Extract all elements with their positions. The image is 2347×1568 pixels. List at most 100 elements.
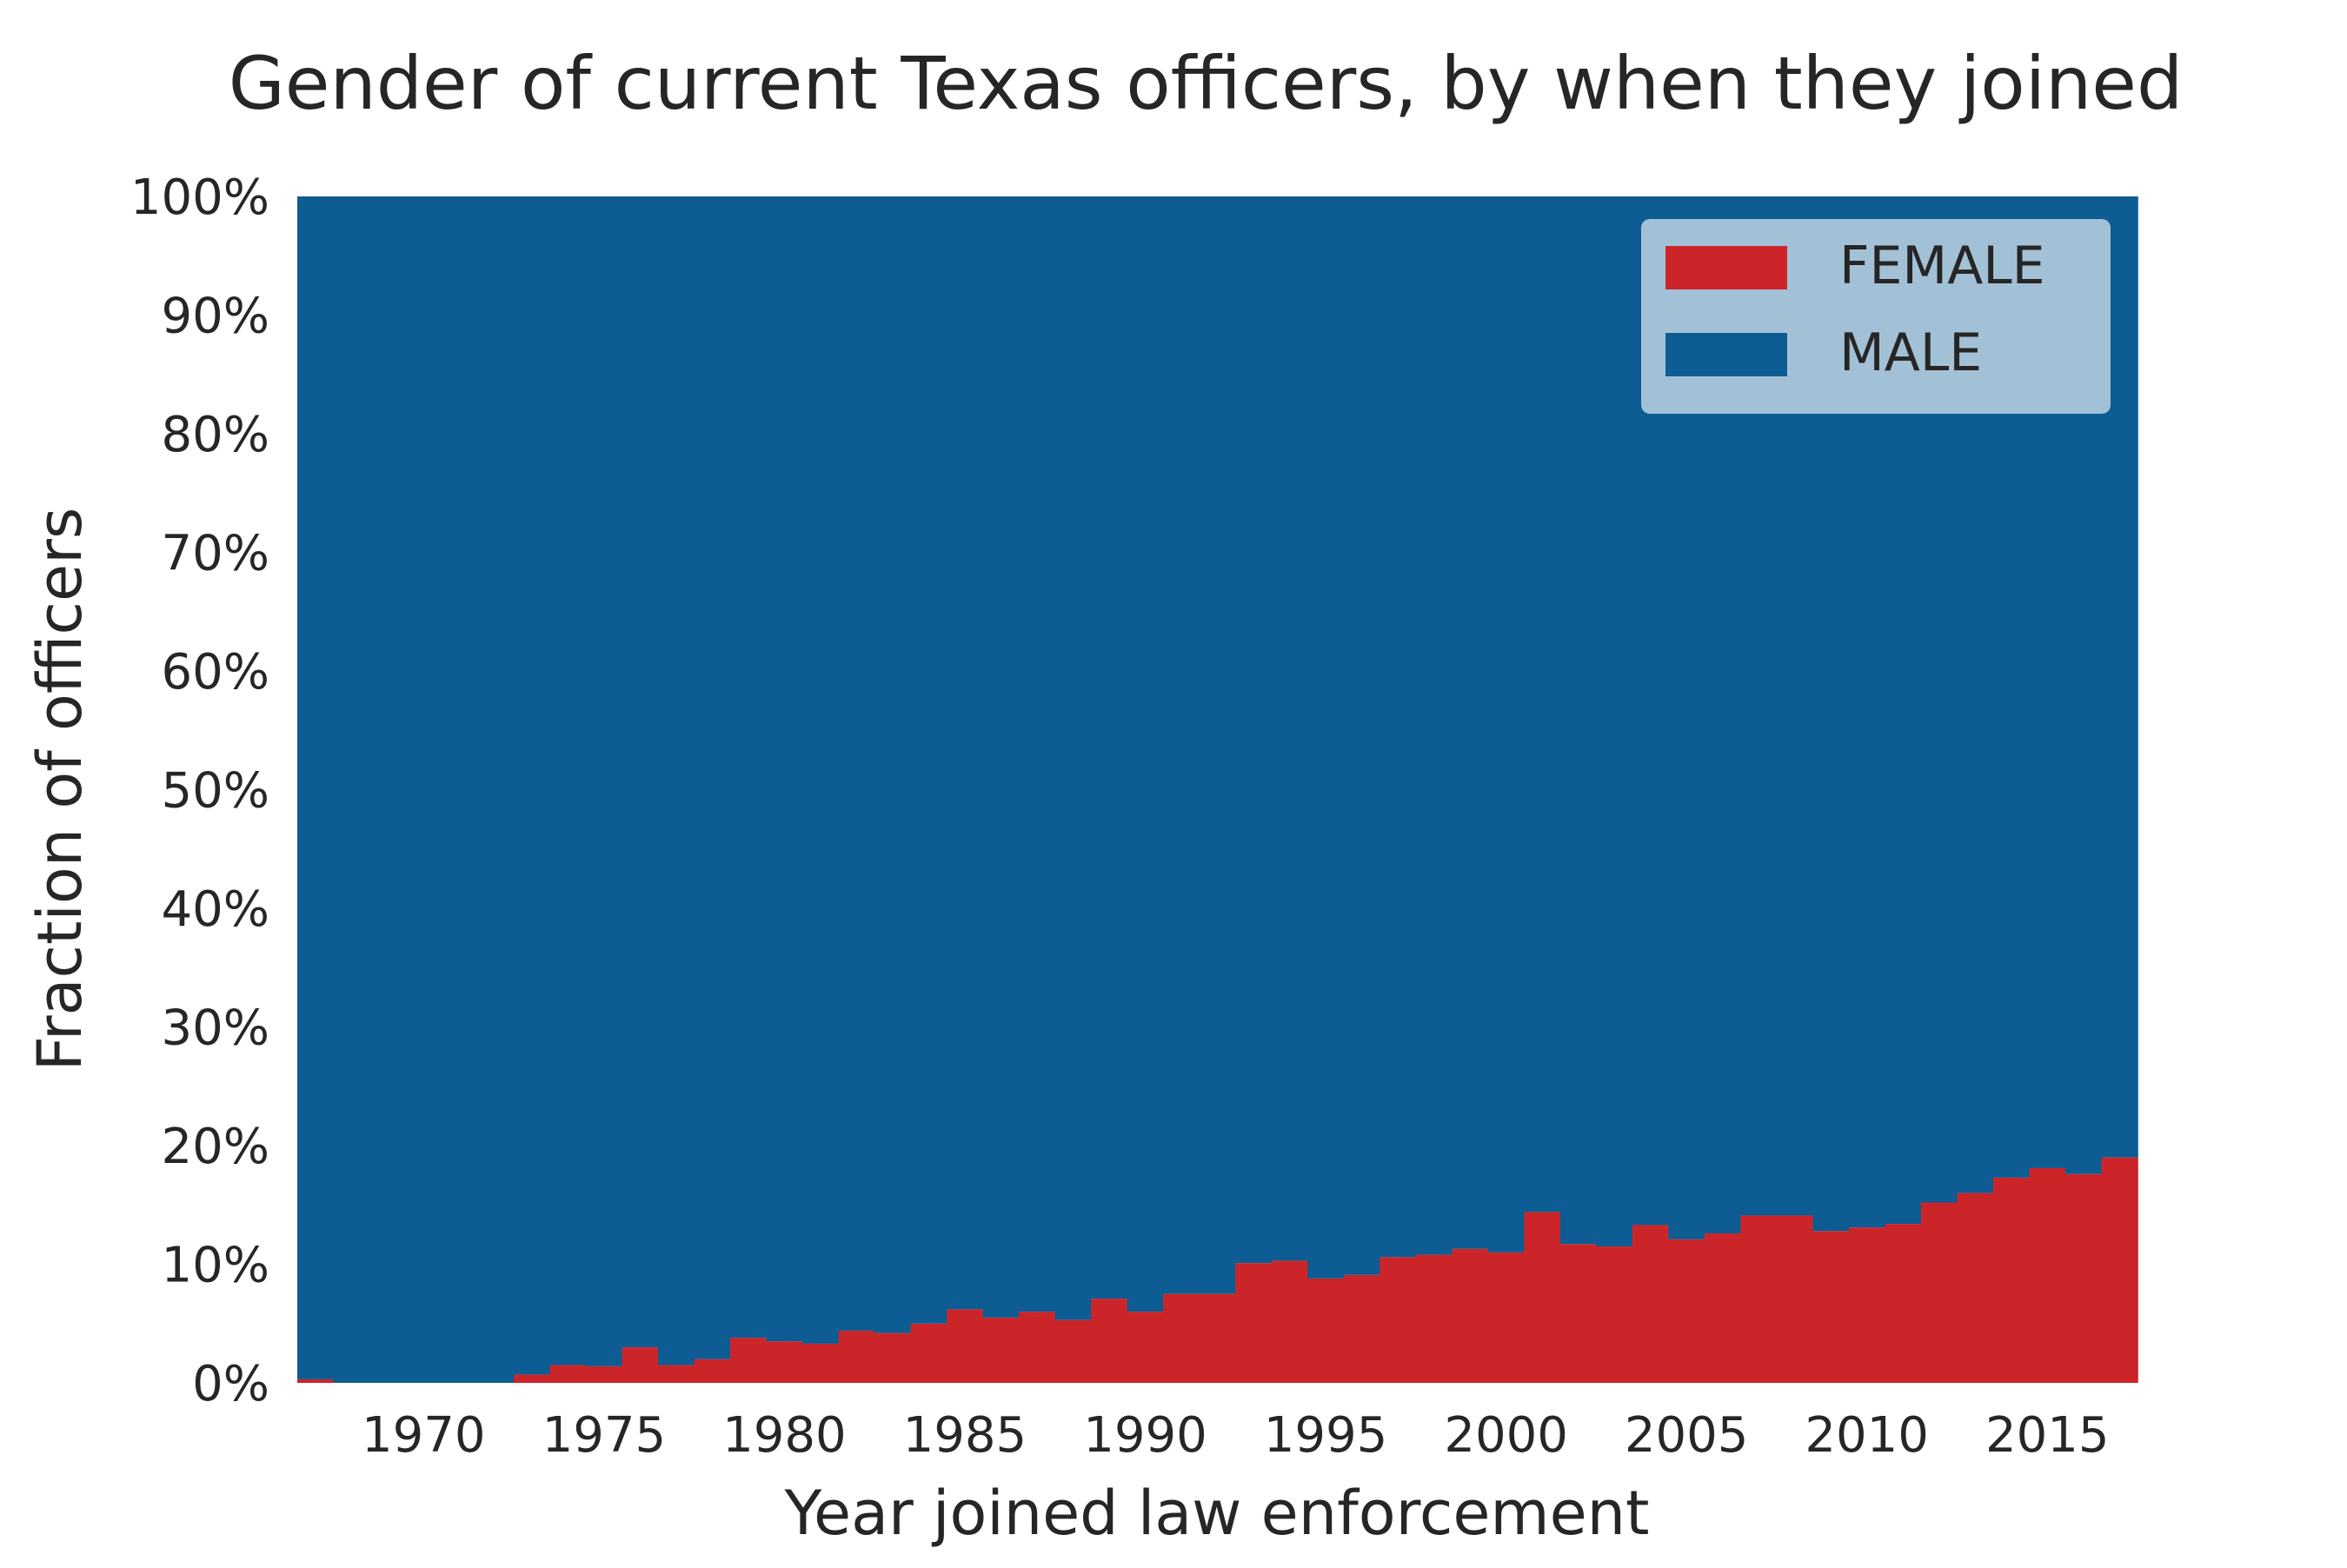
bar-male-1969	[369, 196, 407, 1383]
x-tick-label: 1985	[903, 1407, 1027, 1464]
bar-female-1967	[297, 1379, 335, 1383]
bar-female-1974	[549, 1365, 587, 1383]
bar-female-1981	[802, 1343, 840, 1383]
legend-swatch-female	[1666, 246, 1787, 289]
legend-label-female: FEMALE	[1839, 236, 2045, 296]
bar-male-1996	[1343, 196, 1381, 1275]
bar-female-2004	[1632, 1225, 1670, 1383]
y-tick-label: 80%	[162, 407, 269, 463]
bar-male-1967	[297, 196, 335, 1379]
bar-male-1992	[1199, 196, 1237, 1294]
legend-label-male: MALE	[1839, 322, 1982, 383]
y-tick-label: 90%	[162, 289, 269, 345]
bar-female-2002	[1559, 1244, 1598, 1383]
x-tick-label: 1995	[1264, 1407, 1388, 1464]
bar-female-1988	[1054, 1319, 1093, 1383]
bar-female-1984	[910, 1323, 947, 1383]
bar-female-1998	[1415, 1254, 1453, 1383]
bar-male-1987	[1019, 196, 1056, 1312]
bar-male-1982	[838, 196, 875, 1331]
bar-female-1989	[1091, 1299, 1128, 1383]
bar-male-1973	[514, 196, 551, 1375]
bar-female-2017	[2101, 1157, 2138, 1383]
bar-male-1998	[1415, 196, 1453, 1255]
y-tick-label: 20%	[162, 1119, 269, 1175]
bar-female-2007	[1740, 1215, 1778, 1383]
bar-female-2010	[1848, 1227, 1886, 1383]
bar-male-1981	[802, 196, 840, 1344]
bar-female-1999	[1452, 1248, 1489, 1383]
bar-female-2006	[1704, 1233, 1742, 1383]
y-tick-label: 50%	[162, 763, 269, 820]
x-tick-label: 1975	[542, 1407, 667, 1464]
bar-male-1993	[1235, 196, 1273, 1264]
bar-male-1979	[730, 196, 768, 1339]
bar-female-1992	[1199, 1293, 1237, 1383]
bar-female-1995	[1307, 1278, 1345, 1383]
x-tick-label: 1980	[722, 1407, 847, 1464]
bar-male-1975	[586, 196, 623, 1366]
x-axis-label: Year joined law enforcement	[784, 1478, 1650, 1549]
y-tick-label: 30%	[162, 1000, 269, 1057]
bar-male-1985	[947, 196, 984, 1310]
bar-female-1991	[1163, 1293, 1200, 1383]
bar-female-1994	[1271, 1260, 1309, 1383]
bar-female-1978	[694, 1359, 731, 1383]
bar-female-1982	[838, 1330, 875, 1383]
y-tick-label: 10%	[162, 1238, 269, 1294]
bar-female-2016	[2064, 1173, 2103, 1383]
chart-title: Gender of current Texas officers, by whe…	[229, 41, 2184, 126]
bar-male-1986	[982, 196, 1020, 1318]
bar-male-2000	[1487, 196, 1526, 1252]
bar-female-2013	[1957, 1193, 1994, 1383]
bar-female-1983	[874, 1332, 912, 1383]
x-tick-label: 1970	[362, 1407, 486, 1464]
bar-male-1968	[333, 196, 370, 1383]
y-tick-label: 0%	[192, 1356, 269, 1412]
bar-female-2015	[2029, 1167, 2066, 1383]
y-axis-label: Fraction of officers	[24, 508, 96, 1072]
x-tick-label: 2015	[1985, 1407, 2110, 1464]
y-tick-label: 100%	[130, 169, 269, 226]
bar-male-1972	[477, 196, 515, 1383]
bar-female-2001	[1524, 1212, 1561, 1383]
bar-male-2001	[1524, 196, 1561, 1213]
bar-male-1974	[549, 196, 587, 1365]
bar-female-1979	[730, 1338, 768, 1383]
bar-female-1977	[658, 1365, 695, 1383]
bar-male-1983	[874, 196, 912, 1333]
bar-female-1985	[947, 1309, 984, 1383]
bar-male-1995	[1307, 196, 1345, 1279]
legend-swatch-male	[1666, 333, 1787, 376]
bar-female-2008	[1776, 1215, 1814, 1383]
bar-female-1973	[514, 1374, 551, 1383]
bar-male-1980	[766, 196, 803, 1342]
bar-female-1976	[622, 1347, 659, 1383]
bar-female-1987	[1019, 1312, 1056, 1383]
bar-male-2003	[1596, 196, 1633, 1247]
bar-female-1997	[1380, 1257, 1417, 1383]
bar-female-1975	[586, 1365, 623, 1383]
bar-male-1990	[1127, 196, 1165, 1312]
bar-female-2000	[1487, 1252, 1526, 1383]
x-tick-labels: 1970 1975 1980 1985 1990 1995 2000 2005 2010 2015	[362, 1407, 2109, 1464]
bar-female-2003	[1596, 1246, 1633, 1383]
y-tick-label: 40%	[162, 881, 269, 938]
bar-female-2005	[1668, 1239, 1705, 1383]
y-tick-labels: 0% 10% 20% 30% 40% 50% 60% 70% 80% 90% 100%	[130, 169, 269, 1412]
bar-female-2009	[1812, 1231, 1850, 1383]
bar-male-1977	[658, 196, 695, 1365]
y-tick-label: 70%	[162, 526, 269, 582]
bar-female-1986	[982, 1317, 1020, 1383]
bar-male-1997	[1380, 196, 1417, 1258]
bar-female-1993	[1235, 1263, 1273, 1383]
x-tick-label: 2005	[1625, 1407, 1749, 1464]
x-tick-label: 2010	[1805, 1407, 1929, 1464]
bar-male-1984	[910, 196, 947, 1324]
legend: FEMALE MALE	[1641, 219, 2111, 414]
bar-female-1996	[1343, 1274, 1381, 1383]
bar-male-1976	[622, 196, 659, 1348]
bar-female-2014	[1992, 1177, 2031, 1383]
